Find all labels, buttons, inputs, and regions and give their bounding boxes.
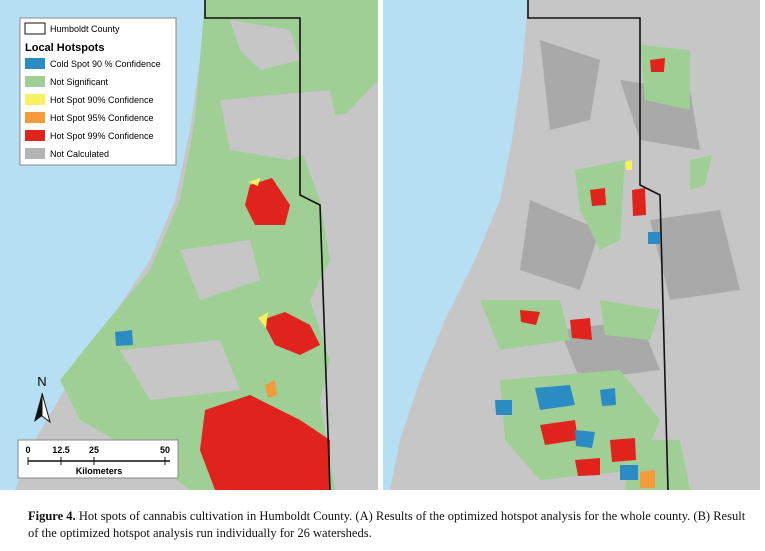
scale-tick-label: 12.5 bbox=[52, 445, 70, 455]
legend-label: Not Calculated bbox=[50, 149, 109, 159]
map-panel-b bbox=[383, 0, 760, 491]
legend-label: Not Significant bbox=[50, 77, 109, 87]
north-arrow: N bbox=[34, 374, 51, 424]
legend-swatch bbox=[25, 94, 45, 105]
scale-tick-label: 0 bbox=[25, 445, 30, 455]
legend-swatch bbox=[25, 130, 45, 141]
scale-tick-label: 25 bbox=[89, 445, 99, 455]
legend-label: Hot Spot 99% Confidence bbox=[50, 131, 154, 141]
caption-label: Figure 4. bbox=[28, 509, 76, 523]
scale-bar: Kilometers 0 12.5 25 50 bbox=[17, 439, 179, 479]
legend-label: Hot Spot 90% Confidence bbox=[50, 95, 154, 105]
scale-tick-label: 50 bbox=[160, 445, 170, 455]
north-label: N bbox=[37, 374, 46, 389]
scale-unit: Kilometers bbox=[76, 466, 123, 476]
legend-swatch bbox=[25, 112, 45, 123]
map-panel-a bbox=[0, 0, 378, 491]
legend-swatch bbox=[25, 148, 45, 159]
legend-swatch bbox=[25, 58, 45, 69]
caption: Figure 4. Hot spots of cannabis cultivat… bbox=[28, 508, 748, 542]
legend-county: Humboldt County bbox=[50, 24, 120, 34]
county-swatch bbox=[24, 22, 46, 35]
legend-box bbox=[19, 17, 177, 166]
legend-swatch bbox=[25, 76, 45, 87]
legend: Humboldt County Local Hotspots Cold Spot… bbox=[19, 17, 177, 166]
caption-text: Hot spots of cannabis cultivation in Hum… bbox=[28, 509, 746, 540]
scale-box bbox=[17, 439, 179, 479]
figure: Humboldt County Local Hotspots Cold Spot… bbox=[0, 0, 760, 491]
legend-label: Hot Spot 95% Confidence bbox=[50, 113, 154, 123]
legend-title: Local Hotspots bbox=[25, 42, 104, 54]
legend-label: Cold Spot 90 % Confidence bbox=[50, 59, 161, 69]
